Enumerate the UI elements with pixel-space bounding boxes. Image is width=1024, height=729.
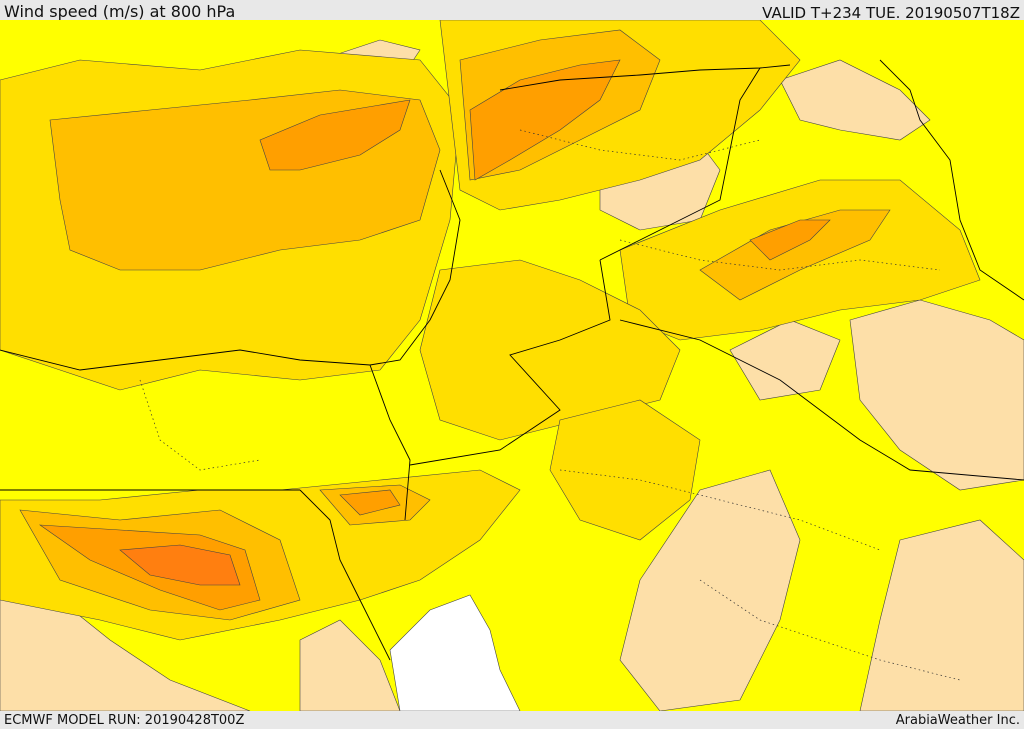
east-strong-region [749,219,831,261]
admin-lines [139,129,961,681]
saudi-iraq-border [619,319,1024,481]
sinai-coast [299,489,391,661]
interior-moderate-region [419,259,681,441]
mediterranean-south-coast [0,349,371,371]
dotted-line-5 [699,579,961,681]
southwest-core-region [119,544,241,586]
east-tan-region [779,59,931,141]
north-strong-region [469,59,621,181]
egypt-israel-border [369,364,411,521]
turkey-syria-border [499,64,791,91]
wind-speed-map [0,20,1024,711]
valid-time-label: VALID T+234 TUE. 20190507T18Z [762,4,1020,22]
cyprus-strong-region [259,99,411,171]
east-fresh-region [699,209,891,301]
dotted-line-1 [519,129,761,161]
header-bar: Wind speed (m/s) at 800 hPa VALID T+234 … [0,0,1024,22]
southeast-corner-tan-region [859,519,1024,711]
red-sea-calm-region [389,594,521,711]
south-tan-region [299,619,401,711]
footer-bar [0,711,1024,729]
dotted-line-4 [139,379,261,471]
field-very-strong-regions [119,544,241,586]
gulf-strong-region [339,489,401,516]
borders [0,59,1024,661]
dotted-line-3 [559,469,881,551]
levant-coast [369,169,461,366]
south-east-tan-region [619,469,801,711]
central-south-moderate-region [549,399,701,541]
jordan-saudi-border [409,259,611,466]
syria-iraq-border [599,67,761,261]
credit-label: ArabiaWeather Inc. [895,713,1020,728]
map-title: Wind speed (m/s) at 800 hPa [4,2,236,21]
iraq-iran-border [879,59,1024,301]
model-run-label: ECMWF MODEL RUN: 20190428T00Z [4,713,245,728]
central-east-tan-region [849,299,1024,491]
dotted-line-2 [619,239,941,271]
